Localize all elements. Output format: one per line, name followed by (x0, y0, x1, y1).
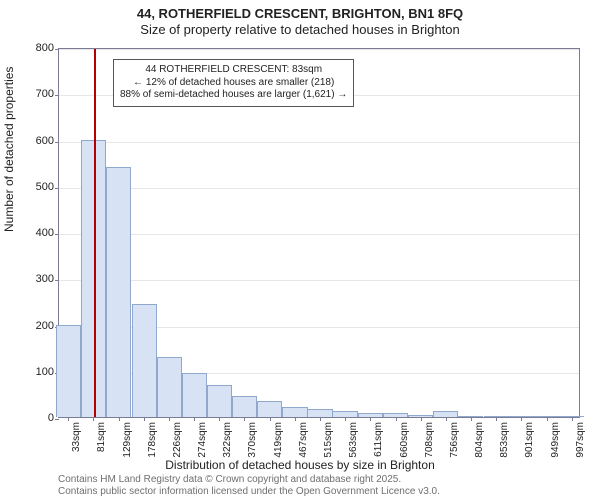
gridline (59, 234, 579, 235)
x-tick-mark (370, 417, 371, 421)
x-tick-mark (68, 417, 69, 421)
y-tick-label: 800 (14, 42, 54, 54)
x-tick-label: 274sqm (197, 422, 208, 458)
x-tick-label: 804sqm (474, 422, 485, 458)
gridline (59, 280, 579, 281)
histogram-bar (81, 140, 106, 418)
x-tick-mark (471, 417, 472, 421)
annotation-line2: ← 12% of detached houses are smaller (21… (120, 77, 347, 90)
x-tick-mark (345, 417, 346, 421)
x-tick-label: 563sqm (348, 422, 359, 458)
x-tick-mark (421, 417, 422, 421)
histogram-bar (132, 304, 157, 417)
x-tick-mark (446, 417, 447, 421)
x-tick-label: 949sqm (550, 422, 561, 458)
chart-title-line1: 44, ROTHERFIELD CRESCENT, BRIGHTON, BN1 … (0, 6, 600, 21)
histogram-bar (207, 385, 232, 417)
x-tick-mark (572, 417, 573, 421)
x-tick-label: 322sqm (222, 422, 233, 458)
x-tick-mark (93, 417, 94, 421)
y-tick-label: 300 (14, 273, 54, 285)
histogram-bar (257, 401, 282, 417)
y-tick-label: 100 (14, 366, 54, 378)
x-tick-mark (320, 417, 321, 421)
x-axis-label: Distribution of detached houses by size … (0, 458, 600, 472)
y-tick-label: 200 (14, 320, 54, 332)
x-tick-mark (521, 417, 522, 421)
x-tick-label: 853sqm (499, 422, 510, 458)
x-tick-label: 370sqm (247, 422, 258, 458)
x-tick-mark (144, 417, 145, 421)
histogram-bar (232, 396, 257, 417)
x-tick-mark (219, 417, 220, 421)
plot-area: 44 ROTHERFIELD CRESCENT: 83sqm← 12% of d… (58, 48, 580, 418)
x-tick-mark (270, 417, 271, 421)
chart-title-block: 44, ROTHERFIELD CRESCENT, BRIGHTON, BN1 … (0, 6, 600, 37)
y-tick-label: 600 (14, 135, 54, 147)
x-tick-mark (396, 417, 397, 421)
y-tick-mark (55, 234, 59, 235)
y-tick-mark (55, 49, 59, 50)
x-tick-mark (547, 417, 548, 421)
x-tick-label: 756sqm (449, 422, 460, 458)
annotation-box: 44 ROTHERFIELD CRESCENT: 83sqm← 12% of d… (113, 59, 354, 107)
y-tick-label: 700 (14, 88, 54, 100)
y-tick-mark (55, 188, 59, 189)
x-tick-label: 419sqm (273, 422, 284, 458)
x-tick-mark (496, 417, 497, 421)
x-tick-label: 901sqm (524, 422, 535, 458)
x-tick-label: 997sqm (575, 422, 586, 458)
x-tick-label: 226sqm (172, 422, 183, 458)
x-tick-label: 81sqm (96, 422, 107, 452)
x-tick-mark (244, 417, 245, 421)
y-tick-mark (55, 95, 59, 96)
x-tick-label: 660sqm (399, 422, 410, 458)
histogram-bar (157, 357, 182, 417)
histogram-bar (182, 373, 207, 417)
gridline (59, 142, 579, 143)
x-tick-label: 708sqm (424, 422, 435, 458)
histogram-bar (282, 407, 307, 417)
x-tick-label: 467sqm (298, 422, 309, 458)
x-tick-mark (295, 417, 296, 421)
annotation-line1: 44 ROTHERFIELD CRESCENT: 83sqm (120, 64, 347, 77)
gridline (59, 49, 579, 50)
y-tick-label: 0 (14, 412, 54, 424)
x-tick-mark (169, 417, 170, 421)
x-tick-mark (194, 417, 195, 421)
footer-line2: Contains public sector information licen… (58, 486, 440, 498)
x-tick-label: 515sqm (323, 422, 334, 458)
footer-line1: Contains HM Land Registry data © Crown c… (58, 474, 440, 486)
y-tick-mark (55, 280, 59, 281)
x-tick-label: 611sqm (373, 422, 384, 457)
property-marker-line (94, 49, 96, 417)
y-tick-mark (55, 142, 59, 143)
x-tick-label: 129sqm (122, 422, 133, 458)
histogram-bar (307, 409, 332, 417)
y-tick-mark (55, 419, 59, 420)
y-tick-label: 500 (14, 181, 54, 193)
histogram-bar (106, 167, 131, 417)
x-tick-label: 178sqm (147, 422, 158, 458)
chart-title-line2: Size of property relative to detached ho… (0, 22, 600, 37)
x-tick-label: 33sqm (71, 422, 82, 452)
histogram-bar (56, 325, 81, 418)
gridline (59, 188, 579, 189)
annotation-line3: 88% of semi-detached houses are larger (… (120, 89, 347, 102)
footer-attribution: Contains HM Land Registry data © Crown c… (58, 474, 440, 498)
y-tick-label: 400 (14, 227, 54, 239)
x-tick-mark (119, 417, 120, 421)
